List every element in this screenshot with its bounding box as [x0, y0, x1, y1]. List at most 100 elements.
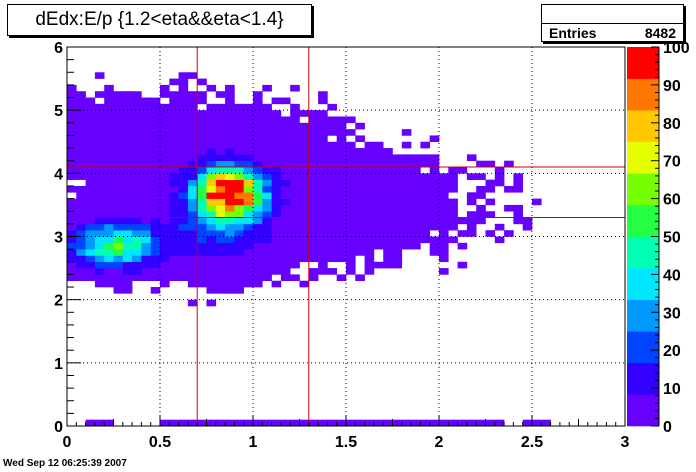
heatmap-bin — [169, 110, 179, 117]
heatmap-bin — [494, 419, 505, 426]
heatmap-bin — [187, 223, 198, 231]
heatmap-bin — [150, 154, 161, 161]
heatmap-bin — [439, 419, 449, 426]
heatmap-bin — [299, 173, 310, 180]
heatmap-bin — [308, 173, 319, 180]
heatmap-bin — [206, 274, 217, 282]
color-scale-swatch — [627, 173, 659, 206]
heatmap-bin — [85, 242, 96, 250]
heatmap-bin — [141, 173, 151, 180]
heatmap-bin — [76, 103, 86, 111]
heatmap-bin — [411, 198, 421, 206]
heatmap-bin — [383, 192, 393, 199]
heatmap-bin — [141, 154, 151, 161]
heatmap-bin — [225, 217, 235, 225]
color-scale-swatch — [627, 141, 659, 174]
heatmap-bin — [150, 236, 161, 244]
heatmap-bin — [243, 122, 254, 130]
heatmap-bin — [160, 129, 170, 136]
heatmap-bin — [206, 268, 217, 275]
heatmap-bin — [392, 167, 403, 174]
heatmap-bin — [271, 419, 282, 426]
heatmap-bin — [262, 110, 272, 117]
heatmap-bin — [67, 173, 77, 180]
heatmap-bin — [299, 419, 310, 426]
heatmap-bin — [85, 103, 96, 111]
heatmap-bin — [187, 148, 198, 155]
heatmap-bin — [141, 217, 151, 225]
heatmap-bin — [234, 261, 244, 269]
heatmap-bin — [169, 268, 179, 275]
heatmap-bin — [187, 122, 198, 130]
heatmap-bin — [411, 230, 421, 237]
heatmap-bin — [401, 160, 412, 168]
heatmap-bin — [355, 154, 365, 161]
heatmap-bin — [234, 103, 244, 111]
heatmap-bin — [420, 192, 430, 199]
heatmap-bin — [318, 154, 328, 161]
heatmap-bin — [206, 167, 217, 174]
heatmap-bin — [280, 204, 291, 212]
heatmap-bin — [262, 179, 272, 187]
heatmap-bin — [466, 211, 477, 218]
heatmap-bin — [243, 211, 254, 218]
heatmap-bin — [225, 419, 235, 426]
heatmap-bin — [448, 419, 458, 426]
heatmap-bin — [122, 122, 133, 130]
heatmap-bin — [141, 185, 151, 193]
heatmap-bin — [76, 160, 86, 168]
heatmap-bin — [206, 192, 217, 199]
heatmap-bin — [243, 148, 254, 155]
heatmap-bin — [197, 135, 207, 143]
heatmap-bin — [197, 129, 207, 136]
heatmap-bin — [122, 242, 133, 250]
heatmap-bin — [215, 223, 226, 231]
heatmap-bin — [122, 204, 133, 212]
heatmap-bin — [187, 268, 198, 275]
heatmap-bin — [85, 97, 96, 105]
heatmap-bin — [206, 129, 217, 136]
heatmap-bin — [364, 198, 375, 206]
heatmap-bin — [280, 255, 291, 263]
heatmap-bin — [253, 192, 263, 199]
heatmap-bin — [541, 419, 551, 426]
heatmap-bin — [178, 72, 189, 79]
heatmap-bin — [67, 167, 77, 174]
heatmap-bin — [113, 249, 124, 256]
heatmap-bin — [308, 141, 319, 149]
heatmap-bin — [178, 173, 189, 180]
heatmap-bin — [420, 173, 430, 180]
heatmap-bin — [160, 91, 170, 98]
heatmap-bin — [262, 154, 272, 161]
heatmap-bin — [225, 204, 235, 212]
heatmap-bin — [215, 419, 226, 426]
heatmap-bin — [327, 242, 337, 250]
heatmap-bin — [160, 122, 170, 130]
heatmap-bin — [346, 255, 356, 263]
heatmap-bin — [364, 185, 375, 193]
heatmap-bin — [76, 223, 86, 231]
heatmap-bin — [197, 255, 207, 263]
heatmap-bin — [113, 129, 124, 136]
heatmap-bin — [141, 160, 151, 168]
heatmap-bin — [280, 274, 291, 282]
heatmap-bin — [206, 185, 217, 193]
heatmap-bin — [271, 110, 282, 117]
heatmap-bin — [411, 173, 421, 180]
color-scale: 0 10 20 30 40 50 60 70 80 90 100 — [627, 40, 690, 436]
heatmap-bin — [197, 217, 207, 225]
stats-header — [542, 5, 683, 24]
heatmap-bin — [76, 129, 86, 136]
heatmap-bin — [187, 198, 198, 206]
heatmap-bin — [197, 91, 207, 98]
heatmap-bin — [113, 97, 124, 105]
heatmap-bin — [271, 173, 282, 180]
color-scale-label: 40 — [663, 267, 681, 284]
color-scale-label: 30 — [663, 305, 681, 322]
heatmap-bin — [336, 129, 347, 136]
heatmap-bin — [104, 91, 114, 98]
heatmap-bin — [215, 261, 226, 269]
heatmap-bin — [253, 148, 263, 155]
heatmap-bin — [225, 116, 235, 124]
color-scale-swatch — [627, 331, 659, 364]
